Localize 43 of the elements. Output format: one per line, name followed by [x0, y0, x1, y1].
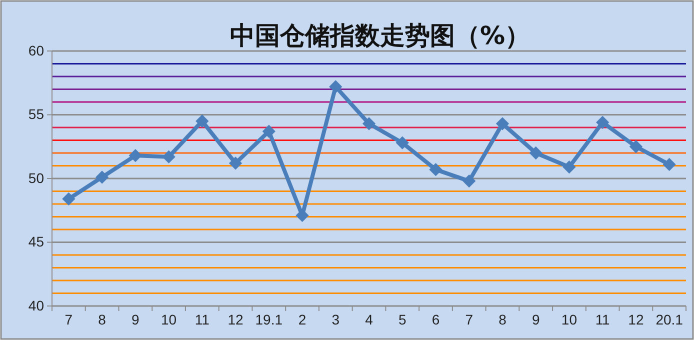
x-tick-label: 7	[64, 311, 73, 328]
x-tick-label: 5	[398, 311, 406, 328]
x-tick-label: 8	[498, 311, 507, 328]
y-tick-label: 60	[28, 42, 44, 58]
x-tick-label: 12	[228, 311, 244, 328]
y-tick-label: 55	[28, 106, 44, 122]
point	[128, 148, 142, 162]
point	[62, 192, 76, 206]
x-tick-label: 11	[194, 311, 210, 328]
point	[529, 146, 542, 160]
x-tick-label: 11	[595, 311, 610, 328]
x-tick-label: 19.1	[255, 311, 283, 328]
y-tick-label: 45	[28, 234, 44, 250]
point	[562, 160, 576, 174]
point	[196, 114, 209, 128]
point	[329, 80, 342, 94]
point	[162, 150, 176, 164]
x-tick-label: 3	[332, 311, 340, 328]
point	[262, 124, 276, 138]
x-tick-label: 8	[98, 311, 106, 328]
point	[596, 116, 610, 129]
point	[462, 174, 476, 188]
point	[496, 117, 510, 130]
point	[396, 136, 409, 150]
point	[362, 117, 376, 130]
x-tick-label: 10	[161, 311, 177, 328]
x-tick-label: 6	[432, 311, 440, 328]
x-tick-label: 9	[132, 311, 140, 328]
x-tick-label: 9	[532, 311, 540, 328]
x-tick-label: 20.1	[656, 311, 684, 328]
y-tick-label: 40	[28, 297, 44, 314]
point	[429, 163, 442, 176]
x-tick-label: 12	[628, 311, 644, 328]
point	[629, 140, 643, 154]
point	[662, 158, 676, 172]
y-tick-label: 50	[28, 170, 44, 186]
x-tick-label: 4	[365, 311, 374, 328]
x-tick-label: 2	[298, 311, 306, 328]
chart-title: 中国仓储指数走势图（%）	[230, 21, 530, 50]
point	[228, 156, 242, 170]
x-tick-label: 10	[561, 311, 578, 328]
x-tick-label: 7	[465, 311, 474, 328]
point	[95, 170, 109, 184]
